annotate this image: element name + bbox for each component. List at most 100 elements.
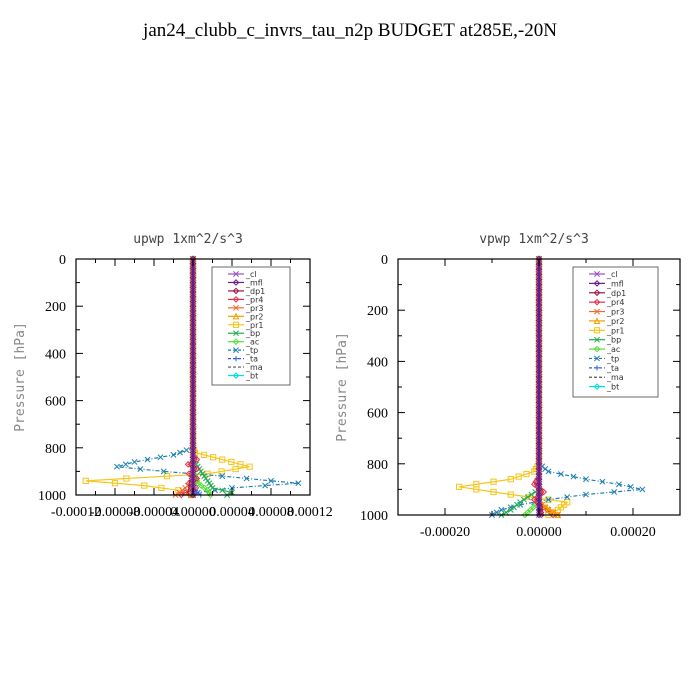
- legend-entry-ta: _ta: [589, 364, 619, 373]
- chart-title: vpwp 1xm^2/s^3: [479, 232, 589, 247]
- data-point-tp: [243, 475, 250, 482]
- legend-entry-pr2: _pr2: [228, 312, 263, 321]
- data-point-tp: [268, 477, 274, 484]
- legend-marker: [232, 279, 240, 286]
- series-pr4: [530, 255, 557, 519]
- x-tick-label: 0.00012: [287, 505, 333, 520]
- y-tick-label: 0: [59, 253, 66, 268]
- y-tick-label: 400: [45, 347, 66, 362]
- legend-label: _bt: [606, 383, 619, 392]
- y-tick-label: 1000: [360, 509, 388, 524]
- data-point-tp: [583, 491, 589, 498]
- legend-label: _cl: [245, 270, 257, 279]
- data-point-pr1: [158, 484, 165, 492]
- legend-label: _dp1: [245, 287, 265, 296]
- legend-label: _pr3: [245, 304, 263, 313]
- legend-marker: [593, 280, 601, 287]
- legend-label: _pr1: [245, 321, 263, 330]
- legend-label: _bt: [245, 372, 258, 381]
- legend-label: _bp: [245, 329, 260, 338]
- data-point-tp: [564, 494, 571, 501]
- y-tick-label: 400: [367, 355, 388, 370]
- data-point-tp: [137, 466, 144, 472]
- legend-marker: [593, 345, 601, 353]
- data-point-pr1: [507, 476, 514, 483]
- legend-entry-pr4: _pr4: [589, 298, 624, 307]
- data-point-tp: [493, 509, 500, 516]
- data-point-ac: [201, 484, 208, 492]
- legend-label: _ma: [245, 363, 263, 372]
- legend: _cl_mfl_dp1_pr4_pr3_pr2_pr1_bp_ac_tp_ta_…: [572, 266, 659, 398]
- legend-marker: [594, 365, 600, 371]
- data-point-tp: [157, 454, 164, 461]
- data-point-pr1: [515, 473, 522, 480]
- legend-marker: [232, 287, 240, 295]
- data-point-pr1: [123, 475, 130, 482]
- data-point-bp: [219, 487, 226, 494]
- data-point-tp: [295, 480, 302, 487]
- legend-entry-tp: _tp: [228, 346, 258, 355]
- legend-entry-cl: _cl: [589, 270, 618, 279]
- y-axis-label: Pressure [hPa]: [335, 332, 350, 442]
- legend-label: _ac: [245, 338, 259, 347]
- legend-marker: [233, 271, 239, 277]
- legend-marker: [593, 327, 601, 334]
- x-tick-label: 0.00004: [209, 505, 255, 520]
- data-point-bp: [521, 496, 527, 503]
- x-tick-label: -0.00020: [420, 525, 470, 540]
- legend-label: _ma: [606, 373, 624, 382]
- data-point-bp: [503, 509, 510, 516]
- legend-entry-bp: _bp: [589, 336, 621, 345]
- legend-marker: [233, 347, 239, 354]
- data-point-mfl: [189, 491, 197, 499]
- data-point-tp: [583, 476, 589, 483]
- legend-marker: [594, 355, 600, 362]
- legend-entry-bp: _bp: [228, 329, 260, 338]
- data-point-tp: [545, 468, 552, 475]
- data-point-bp: [209, 484, 216, 491]
- data-point-tp: [160, 468, 167, 475]
- data-point-tp: [615, 481, 622, 488]
- legend-entry-dp1: _dp1: [589, 289, 626, 298]
- legend-marker: [593, 298, 601, 306]
- legend-entry-pr1: _pr1: [589, 326, 624, 335]
- legend-entry-ma: _ma: [589, 373, 624, 382]
- data-point-pr4: [184, 461, 192, 468]
- x-tick-label: 0.00000: [170, 505, 216, 520]
- data-point-pr1: [523, 470, 530, 478]
- data-point-pr1: [141, 482, 148, 489]
- data-point-pr1: [232, 465, 239, 473]
- y-tick-label: 0: [381, 253, 388, 268]
- y-tick-label: 600: [367, 407, 388, 422]
- legend-entry-pr4: _pr4: [228, 295, 263, 304]
- legend-marker: [594, 271, 600, 277]
- data-point-pr1: [507, 491, 514, 498]
- data-point-tp: [557, 471, 564, 477]
- series-mfl: [189, 255, 197, 499]
- data-point-pr1: [246, 463, 253, 470]
- legend-entry-ta: _ta: [228, 355, 258, 364]
- data-point-pr4: [177, 491, 185, 499]
- data-point-pr1: [490, 478, 497, 485]
- legend-entry-pr3: _pr3: [228, 304, 263, 313]
- legend-marker: [593, 289, 601, 297]
- data-point-ac: [194, 479, 202, 487]
- legend-label: _dp1: [606, 289, 626, 298]
- data-point-pr3: [176, 489, 183, 496]
- data-point-bp: [524, 494, 531, 501]
- legend-label: _pr2: [245, 312, 263, 321]
- data-point-pr1: [473, 486, 480, 493]
- legend-entry-mfl: _mfl: [589, 279, 624, 288]
- data-point-tp: [170, 451, 177, 458]
- legend-entry-bt: _bt: [589, 383, 619, 392]
- y-tick-label: 200: [45, 300, 66, 315]
- legend-label: _pr4: [606, 298, 624, 307]
- chart-title: upwp 1xm^2/s^3: [133, 232, 243, 247]
- data-point-ac: [197, 482, 205, 489]
- legend-entry-ma: _ma: [228, 363, 263, 372]
- legend-label: _pr1: [606, 326, 624, 335]
- legend-entry-ac: _ac: [589, 345, 620, 354]
- legend-label: _tp: [606, 354, 619, 363]
- data-point-tp: [545, 496, 552, 503]
